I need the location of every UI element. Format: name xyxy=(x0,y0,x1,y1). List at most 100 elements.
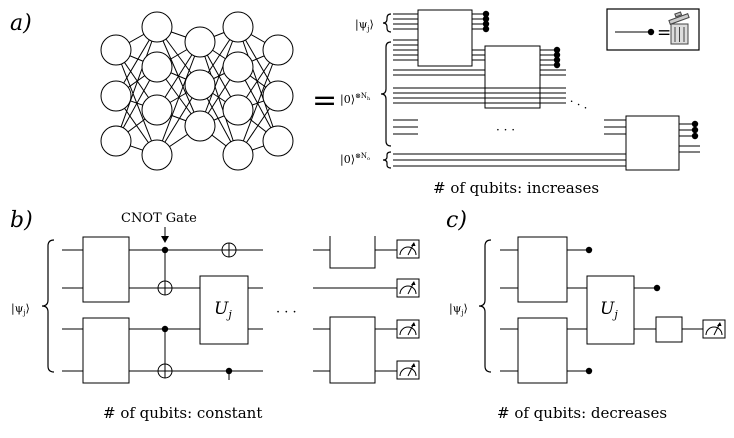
nn-neuron xyxy=(262,80,294,112)
measurement-arc xyxy=(399,326,417,336)
measurement-arc xyxy=(399,367,417,377)
gate-box-1 xyxy=(417,9,473,67)
gate-box-top-left xyxy=(82,236,130,303)
nn-edge xyxy=(199,26,239,127)
terminal-dot xyxy=(691,126,699,134)
nn-edge xyxy=(237,26,279,142)
measurement-needle-tip xyxy=(411,281,416,285)
cnot-control-2 xyxy=(161,325,169,333)
brace-output-a xyxy=(382,151,392,169)
brace-c xyxy=(478,239,492,373)
measurement-arc xyxy=(705,326,723,336)
psi-j-ket-b: |ψj⟩ xyxy=(11,302,30,317)
nn-neuron xyxy=(184,69,216,101)
terminal-dot xyxy=(653,284,661,292)
cnot-gate-label: CNOT Gate xyxy=(121,211,197,226)
circuit-c xyxy=(500,236,726,384)
nn-neuron xyxy=(262,125,294,157)
measurement-needle-tip xyxy=(411,363,416,367)
measurement-needle-tip xyxy=(411,322,416,326)
nn-edge xyxy=(115,26,158,142)
panel-b-label: b) xyxy=(10,208,33,233)
panel-c: c) |ψj⟩ Uj # of qubits: decreases xyxy=(446,208,726,422)
panel-b: b) |ψj⟩ CNOT Gate Uj · · · # of qubits: … xyxy=(10,208,420,422)
measurement-needle-tip xyxy=(411,242,416,246)
nn-neuron xyxy=(262,34,294,66)
gate-box-uj xyxy=(586,275,635,345)
measurement-arc xyxy=(399,246,417,256)
terminal-dot xyxy=(482,25,490,33)
terminal-dot xyxy=(691,132,699,140)
legend-equals: = xyxy=(657,23,671,43)
gate-box-bottom-right xyxy=(329,316,376,384)
nn-neuron xyxy=(100,125,132,157)
neural-network xyxy=(100,11,294,171)
nn-neuron xyxy=(222,94,254,126)
caption-c: # of qubits: decreases xyxy=(497,404,667,422)
psi-j-ket-c: |ψj⟩ xyxy=(449,302,468,317)
trash-can-icon xyxy=(668,11,690,45)
terminal-dot xyxy=(585,367,593,375)
panel-c-label: c) xyxy=(446,208,467,233)
measurement-box xyxy=(702,319,726,339)
nn-neuron xyxy=(141,11,173,43)
equals-sign: = xyxy=(312,83,337,118)
nn-edge xyxy=(199,41,239,156)
brace-hidden-a xyxy=(380,41,392,147)
legend-terminal-dot xyxy=(647,28,655,36)
nn-neuron xyxy=(141,139,173,171)
measurement-box xyxy=(396,278,420,298)
terminal-dot xyxy=(553,46,561,54)
gate-uj-c: Uj xyxy=(600,299,618,321)
nn-neuron xyxy=(141,94,173,126)
psi-j-ket-a: |ψj⟩ xyxy=(355,18,374,33)
nn-neuron xyxy=(100,80,132,112)
cnot-control-1 xyxy=(161,246,169,254)
terminal-dot xyxy=(691,120,699,128)
gate-box-bottom-left xyxy=(517,317,568,384)
measurement-box xyxy=(396,360,420,380)
measurement-needle-tip xyxy=(717,322,722,326)
ellipsis-a: · · · xyxy=(496,123,515,137)
circuit-b xyxy=(62,236,420,384)
terminal-dot xyxy=(585,246,593,254)
discard-legend: = xyxy=(606,8,700,51)
nn-neuron xyxy=(222,139,254,171)
zero-hidden-ket: |0⟩⊗Nh xyxy=(340,92,371,107)
nn-neuron xyxy=(222,51,254,83)
measurement-arc xyxy=(399,285,417,295)
terminal-dot xyxy=(553,61,561,69)
nn-edge xyxy=(237,49,279,156)
gate-box-small xyxy=(655,316,683,343)
brace-psi-a xyxy=(382,13,392,33)
gate-box-top-left xyxy=(517,236,568,303)
measurement-box xyxy=(396,239,420,259)
terminal-dot xyxy=(482,10,490,18)
nn-neuron xyxy=(100,34,132,66)
measurement-box xyxy=(396,319,420,339)
caption-b: # of qubits: constant xyxy=(103,404,262,422)
panel-a-label: a) xyxy=(10,11,32,36)
ellipsis-b: · · · xyxy=(276,305,297,320)
nn-neuron xyxy=(222,11,254,43)
terminal-dot xyxy=(482,15,490,23)
circuit-a xyxy=(393,9,700,171)
nn-neuron xyxy=(184,110,216,142)
gate-box-3 xyxy=(625,115,680,171)
gate-box-uj xyxy=(199,275,249,345)
nn-neuron xyxy=(184,26,216,58)
diag-ellipsis-a: · · · xyxy=(567,94,590,115)
brace-b xyxy=(41,239,55,373)
gate-box-top-right xyxy=(329,236,376,269)
terminal-dot xyxy=(553,56,561,64)
nn-neuron xyxy=(141,51,173,83)
terminal-dot xyxy=(553,51,561,59)
nn-edge xyxy=(156,41,201,156)
gate-box-2 xyxy=(484,45,541,109)
cnot-arrowhead xyxy=(161,236,169,243)
panel-a: a) = |ψj⟩ |0⟩⊗Nh |0⟩⊗No · · · · · · # of… xyxy=(10,8,700,197)
zero-output-ket: |0⟩⊗No xyxy=(340,152,370,167)
gate-box-bottom-left xyxy=(82,317,130,384)
caption-a: # of qubits: increases xyxy=(433,179,599,197)
